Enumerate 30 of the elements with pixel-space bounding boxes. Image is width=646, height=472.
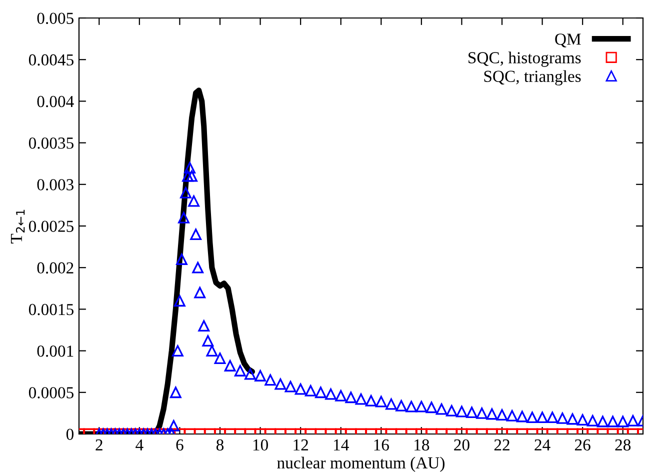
- y-tick-label: 0.005: [37, 12, 74, 24]
- y-tick-label: 0.0035: [28, 138, 74, 149]
- legend-label: SQC, histograms: [468, 52, 581, 67]
- x-tick-label: 20: [454, 439, 470, 451]
- legend-label: QM: [555, 34, 581, 48]
- x-tick-label: 4: [136, 439, 144, 450]
- y-tick-label: 0.001: [37, 346, 74, 357]
- y-tick-label: 0.0015: [28, 304, 74, 316]
- y-tick-label: 0.004: [37, 96, 74, 108]
- x-tick-label: 22: [494, 439, 510, 450]
- x-tick-label: 6: [176, 439, 184, 451]
- x-tick-label: 14: [334, 439, 349, 450]
- y-tick-label: 0: [66, 428, 74, 440]
- x-tick-label: 8: [216, 439, 224, 451]
- y-tick-label: 0.0025: [28, 220, 74, 232]
- x-tick-label: 2: [96, 439, 102, 450]
- y-tick-label: 0.002: [37, 262, 74, 274]
- x-tick-label: 18: [414, 439, 430, 451]
- y-tick-label: 0.003: [37, 179, 74, 190]
- x-tick-label: 12: [294, 439, 308, 450]
- legend-label: SQC, triangles: [484, 70, 581, 86]
- x-tick-label: 26: [574, 439, 590, 451]
- x-tick-label: 24: [534, 439, 550, 450]
- x-axis-title: nuclear momentum (AU): [277, 456, 444, 472]
- y-tick-label: 0.0045: [28, 54, 74, 66]
- x-tick-label: 10: [253, 439, 268, 451]
- y-axis-title: T$_{2←1}$: [10, 210, 25, 244]
- x-tick-label: 28: [615, 439, 631, 451]
- x-tick-label: 16: [374, 439, 389, 451]
- y-tick-label: 0.0005: [28, 387, 74, 398]
